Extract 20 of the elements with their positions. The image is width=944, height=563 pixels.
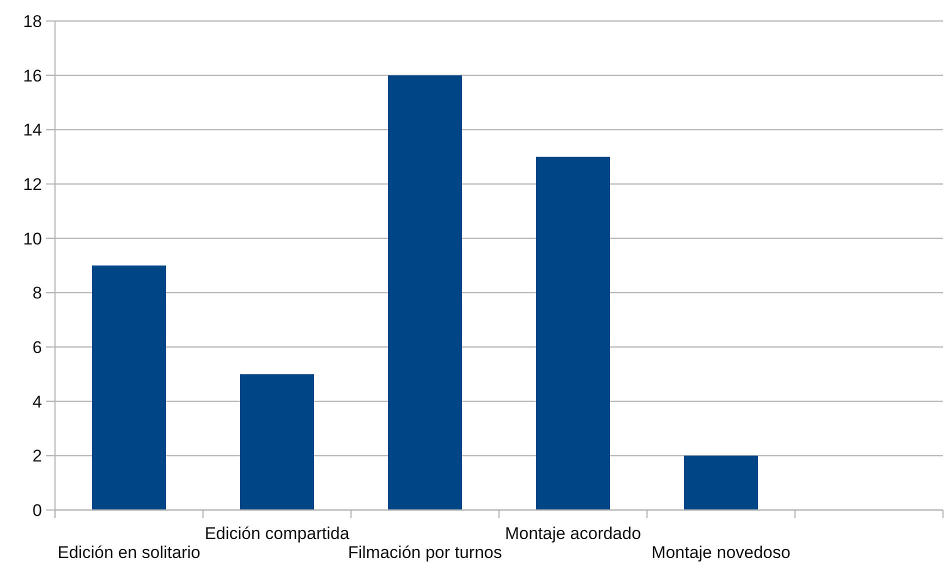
y-tick-label: 14: [23, 120, 42, 140]
y-tick-label: 4: [32, 392, 42, 412]
y-tick-label: 0: [32, 500, 42, 520]
bar: [388, 75, 462, 510]
bar: [684, 456, 758, 510]
bar: [92, 266, 166, 510]
x-tick-label: Filmación por turnos: [348, 543, 502, 562]
x-tick-label: Edición compartida: [204, 524, 350, 543]
x-tick-label: Montaje novedoso: [652, 543, 790, 562]
y-tick-label: 2: [32, 446, 42, 466]
y-tick-label: 18: [23, 12, 42, 31]
y-tick-label: 8: [32, 284, 42, 303]
y-tick-label: 16: [23, 66, 42, 86]
bar: [536, 156, 610, 510]
x-tick-label: Edición en solitario: [58, 543, 200, 562]
y-tick-label: 6: [32, 338, 42, 357]
y-tick-label: 12: [23, 174, 42, 194]
y-tick-label: 10: [23, 229, 42, 248]
x-tick-label: Montaje acordado: [504, 524, 642, 543]
bar: [240, 374, 314, 510]
